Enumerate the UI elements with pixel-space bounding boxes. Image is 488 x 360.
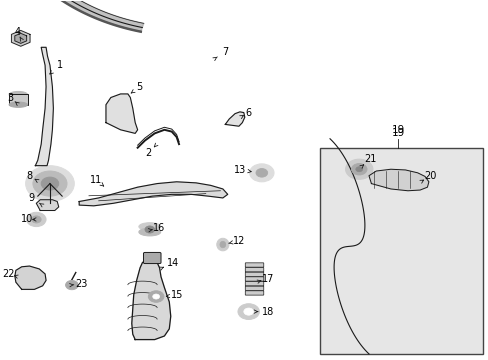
- Ellipse shape: [9, 91, 27, 98]
- Text: 6: 6: [245, 108, 251, 118]
- Circle shape: [244, 308, 253, 315]
- Polygon shape: [368, 169, 428, 191]
- FancyBboxPatch shape: [245, 272, 263, 276]
- Text: 9: 9: [28, 193, 35, 203]
- Text: 2: 2: [145, 148, 151, 158]
- Circle shape: [238, 304, 259, 319]
- Text: 13: 13: [233, 165, 245, 175]
- Circle shape: [351, 163, 366, 175]
- Text: 20: 20: [424, 171, 436, 181]
- Text: 5: 5: [136, 82, 142, 93]
- Polygon shape: [11, 31, 30, 46]
- Text: 22: 22: [2, 269, 15, 279]
- Circle shape: [65, 280, 78, 290]
- Polygon shape: [36, 200, 59, 211]
- FancyBboxPatch shape: [143, 252, 161, 264]
- Text: 10: 10: [20, 215, 33, 224]
- Ellipse shape: [216, 238, 228, 251]
- Ellipse shape: [139, 223, 161, 230]
- Text: 12: 12: [232, 236, 244, 246]
- Polygon shape: [35, 47, 53, 166]
- Text: 1: 1: [57, 60, 62, 70]
- FancyBboxPatch shape: [245, 291, 263, 295]
- Circle shape: [148, 291, 163, 302]
- Text: 15: 15: [171, 291, 183, 301]
- FancyBboxPatch shape: [320, 148, 483, 354]
- FancyBboxPatch shape: [245, 277, 263, 281]
- Circle shape: [255, 168, 267, 177]
- Polygon shape: [106, 94, 137, 134]
- Polygon shape: [225, 112, 244, 126]
- Ellipse shape: [139, 228, 161, 236]
- Text: 4: 4: [14, 27, 20, 37]
- Text: 21: 21: [364, 154, 376, 164]
- Circle shape: [25, 166, 74, 202]
- Text: 11: 11: [90, 175, 102, 185]
- Circle shape: [144, 226, 154, 233]
- Circle shape: [249, 164, 273, 182]
- Text: 3: 3: [7, 93, 13, 103]
- Text: 7: 7: [222, 46, 228, 57]
- Text: 14: 14: [166, 258, 179, 268]
- Circle shape: [355, 167, 362, 172]
- Text: 17: 17: [262, 274, 274, 284]
- Circle shape: [152, 294, 159, 299]
- Circle shape: [41, 177, 59, 190]
- Text: 16: 16: [153, 224, 165, 233]
- FancyBboxPatch shape: [245, 267, 263, 272]
- Text: 19: 19: [391, 125, 404, 135]
- Circle shape: [26, 212, 46, 226]
- FancyBboxPatch shape: [245, 286, 263, 291]
- Circle shape: [33, 171, 67, 196]
- Text: 23: 23: [75, 279, 88, 289]
- Ellipse shape: [9, 102, 27, 107]
- Polygon shape: [42, 0, 143, 32]
- Polygon shape: [15, 266, 46, 289]
- Polygon shape: [132, 260, 170, 339]
- FancyBboxPatch shape: [245, 282, 263, 286]
- Circle shape: [345, 159, 372, 179]
- Polygon shape: [79, 182, 227, 206]
- Text: 8: 8: [26, 171, 33, 181]
- Polygon shape: [15, 33, 26, 43]
- FancyBboxPatch shape: [9, 94, 27, 105]
- Ellipse shape: [220, 241, 225, 248]
- Text: 19: 19: [391, 129, 404, 138]
- Circle shape: [31, 216, 41, 223]
- Text: 18: 18: [262, 307, 274, 316]
- FancyBboxPatch shape: [245, 263, 263, 267]
